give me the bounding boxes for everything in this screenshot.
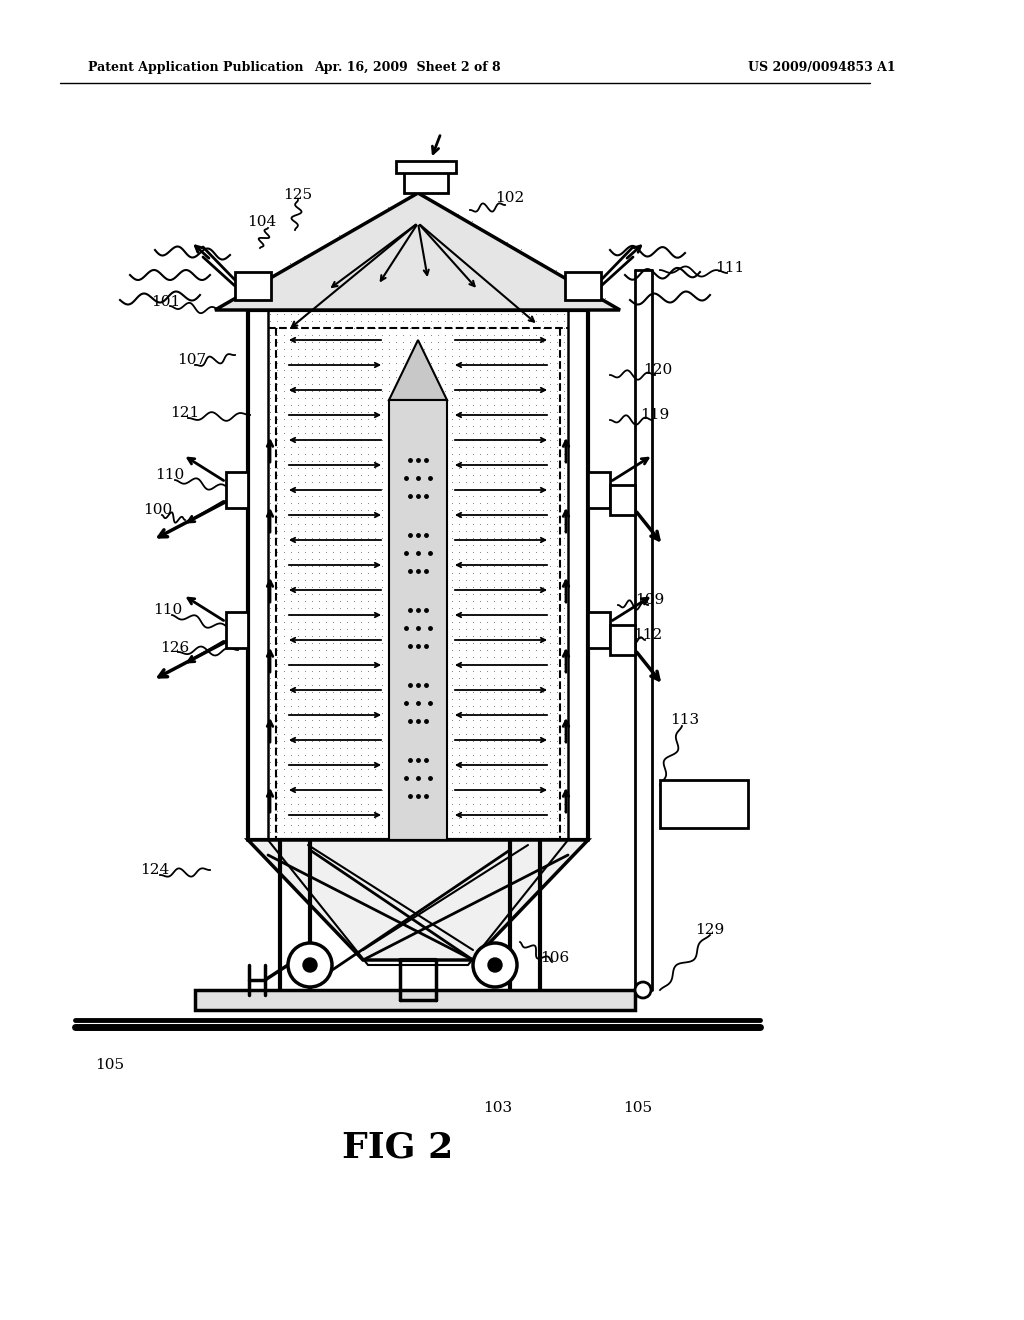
Text: 104: 104: [248, 215, 276, 228]
Circle shape: [288, 942, 332, 987]
Text: 129: 129: [695, 923, 725, 937]
FancyBboxPatch shape: [610, 484, 635, 515]
FancyBboxPatch shape: [610, 624, 635, 655]
Text: 105: 105: [95, 1059, 125, 1072]
Text: 101: 101: [152, 294, 180, 309]
Circle shape: [488, 958, 502, 972]
Text: 103: 103: [483, 1101, 513, 1115]
FancyBboxPatch shape: [234, 272, 271, 300]
Text: Patent Application Publication: Patent Application Publication: [88, 62, 303, 74]
Text: 120: 120: [643, 363, 673, 378]
Circle shape: [473, 942, 517, 987]
Text: 106: 106: [541, 950, 569, 965]
FancyBboxPatch shape: [588, 473, 610, 508]
Text: 112: 112: [634, 628, 663, 642]
Text: 126: 126: [161, 642, 189, 655]
Text: 109: 109: [635, 593, 665, 607]
Text: 113: 113: [671, 713, 699, 727]
Text: 110: 110: [156, 469, 184, 482]
Text: Apr. 16, 2009  Sheet 2 of 8: Apr. 16, 2009 Sheet 2 of 8: [313, 62, 501, 74]
Text: US 2009/0094853 A1: US 2009/0094853 A1: [748, 62, 896, 74]
FancyBboxPatch shape: [660, 780, 748, 828]
FancyBboxPatch shape: [404, 172, 449, 193]
Text: 111: 111: [716, 261, 744, 275]
FancyBboxPatch shape: [588, 612, 610, 648]
Circle shape: [635, 982, 651, 998]
FancyBboxPatch shape: [226, 473, 248, 508]
FancyBboxPatch shape: [396, 161, 456, 173]
Text: 124: 124: [140, 863, 170, 876]
Polygon shape: [248, 840, 588, 960]
Text: 105: 105: [624, 1101, 652, 1115]
Polygon shape: [389, 341, 447, 400]
Text: 100: 100: [143, 503, 173, 517]
FancyBboxPatch shape: [389, 400, 447, 840]
FancyBboxPatch shape: [565, 272, 601, 300]
Text: 102: 102: [496, 191, 524, 205]
Text: Generator: Generator: [675, 809, 733, 818]
Circle shape: [303, 958, 317, 972]
Text: O$_3$: O$_3$: [695, 788, 713, 804]
Text: 119: 119: [640, 408, 670, 422]
Text: 110: 110: [154, 603, 182, 616]
Polygon shape: [215, 193, 620, 310]
FancyBboxPatch shape: [226, 612, 248, 648]
Text: 125: 125: [284, 187, 312, 202]
Text: 121: 121: [170, 407, 200, 420]
FancyBboxPatch shape: [195, 990, 635, 1010]
Text: FIG 2: FIG 2: [342, 1131, 454, 1166]
Text: 107: 107: [177, 352, 207, 367]
